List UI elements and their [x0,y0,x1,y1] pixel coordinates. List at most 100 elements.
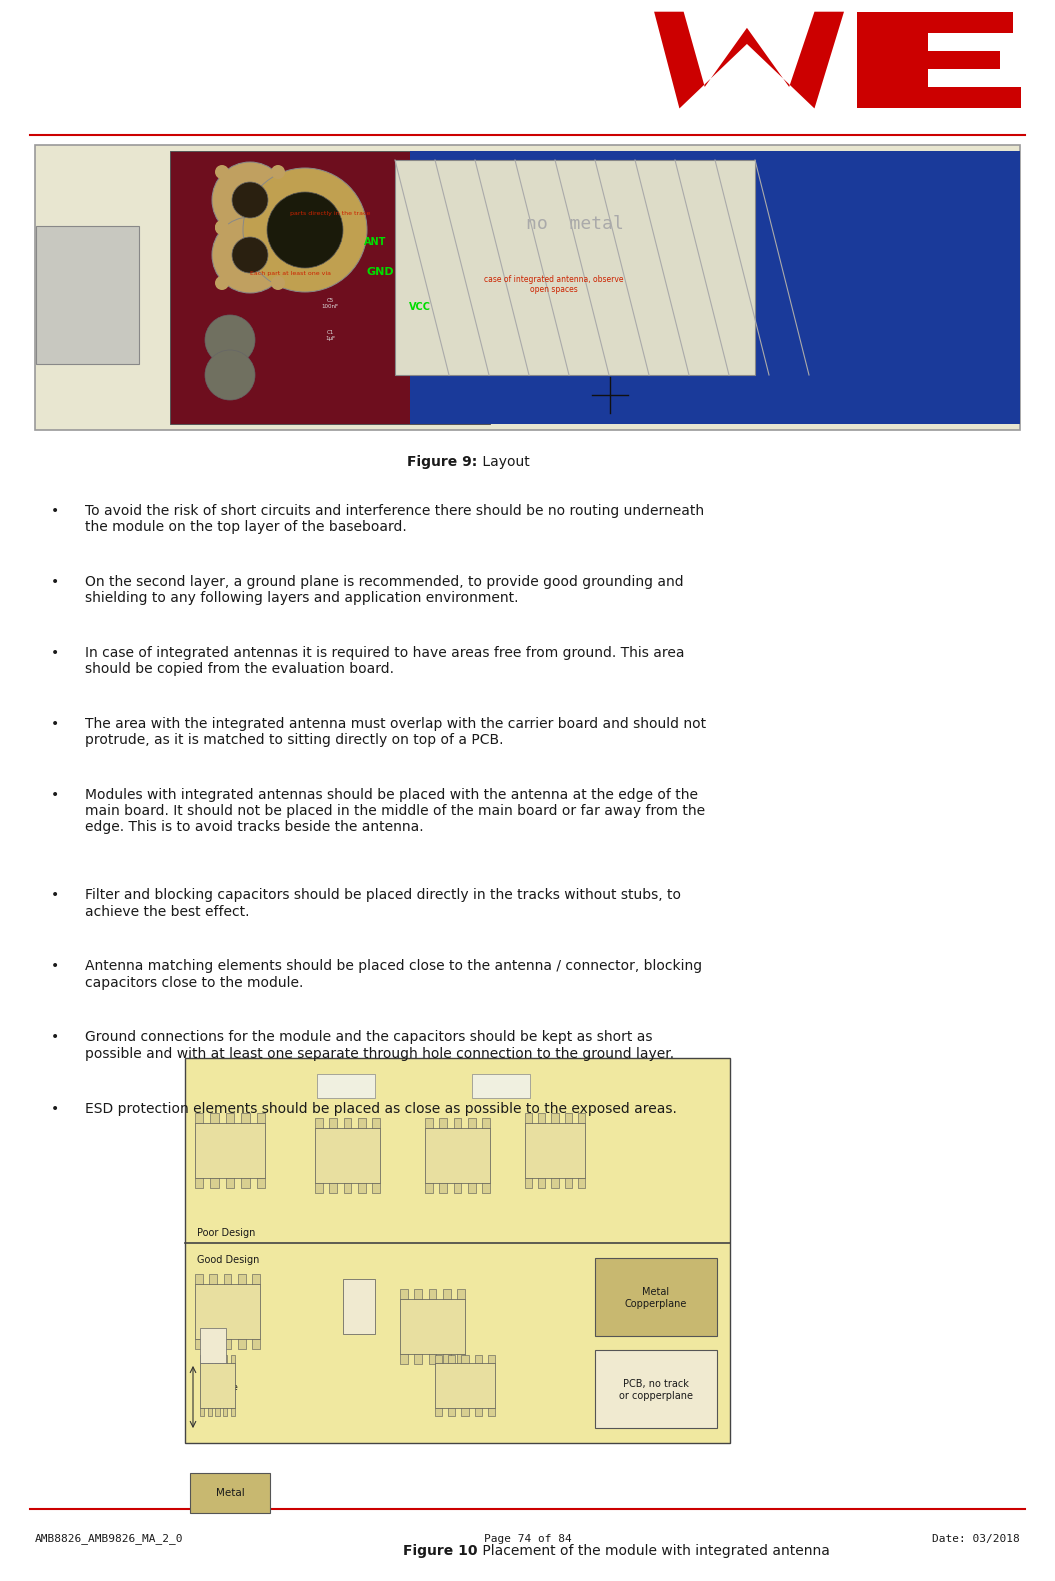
Bar [210,1113,218,1123]
Bar [200,1409,205,1417]
Bar [329,1183,338,1192]
Bar [525,1123,586,1178]
Bar [454,1118,461,1127]
Bar [316,1073,375,1097]
Bar [358,1183,366,1192]
Bar [315,1118,323,1127]
Bar [487,1409,495,1417]
Text: C1
1µF: C1 1µF [325,330,335,341]
Bar [358,1118,366,1127]
Bar [482,1118,490,1127]
Bar [425,1118,433,1127]
Bar [400,1289,408,1300]
Text: case of integrated antenna, observe
open spaces: case of integrated antenna, observe open… [483,275,624,294]
Text: C5
100nF: C5 100nF [322,299,339,308]
Bar [224,1339,231,1349]
Bar [195,1339,203,1349]
Bar [439,1118,447,1127]
Bar [343,1279,375,1334]
Bar [457,1289,465,1300]
Bar [435,1355,442,1363]
Circle shape [232,237,268,274]
Bar [242,1113,250,1123]
Bar [224,1274,231,1284]
Circle shape [205,349,255,400]
Text: Figure 9:: Figure 9: [407,455,478,470]
Circle shape [215,221,229,236]
Bar [595,1258,717,1336]
Bar [538,1178,545,1187]
Bar [215,1409,219,1417]
Circle shape [271,220,285,234]
Bar [223,1409,227,1417]
Text: ESD protection elements should be placed as close as possible to the exposed are: ESD protection elements should be placed… [85,1102,677,1116]
Circle shape [212,217,288,292]
Bar [200,1355,205,1363]
Bar [226,1178,234,1187]
Bar [195,1113,204,1123]
Bar [208,1409,212,1417]
Bar [439,1183,447,1192]
Text: Page 74 of 84: Page 74 of 84 [483,1534,572,1545]
Text: •: • [51,718,59,730]
Text: •: • [51,1102,59,1116]
Circle shape [271,164,285,179]
Bar [468,1118,476,1127]
Circle shape [215,277,229,289]
Bar [400,1300,465,1353]
Bar [329,1118,338,1127]
Bar [538,1113,545,1123]
Text: On the second layer, a ground plane is recommended, to provide good grounding an: On the second layer, a ground plane is r… [85,575,684,606]
Bar [195,1274,203,1284]
Text: Placement of the module with integrated antenna: Placement of the module with integrated … [478,1545,829,1557]
Bar [400,1353,408,1364]
Polygon shape [857,11,1021,109]
Bar [425,1183,433,1192]
Bar [252,1339,260,1349]
Bar [195,1178,204,1187]
Bar [35,145,1020,430]
Bar [595,1350,717,1428]
Text: Filter and blocking capacitors should be placed directly in the tracks without s: Filter and blocking capacitors should be… [85,889,680,919]
Bar [344,1183,351,1192]
Text: ANT: ANT [364,237,386,247]
Bar [428,1289,437,1300]
Bar [231,1409,235,1417]
Bar [372,1118,380,1127]
Bar [223,1355,227,1363]
Bar [210,1178,218,1187]
Bar [552,1113,558,1123]
Text: •: • [51,504,59,519]
Bar [226,1113,234,1123]
Text: no  metal: no metal [526,215,624,234]
Bar [482,1183,490,1192]
Text: •: • [51,960,59,974]
Bar [461,1409,468,1417]
Bar [256,1178,265,1187]
Text: •: • [51,889,59,903]
Text: Good Design: Good Design [197,1255,260,1265]
Bar [200,1363,235,1409]
Bar [428,1353,437,1364]
Text: Layout: Layout [478,455,530,470]
Circle shape [232,182,268,218]
Bar [564,1113,572,1123]
Text: parts directly in the trace: parts directly in the trace [290,210,370,217]
Bar [237,1339,246,1349]
Bar [552,1178,558,1187]
Bar [472,1073,530,1097]
Bar [578,1178,586,1187]
Circle shape [205,315,255,365]
Bar [425,1127,490,1183]
Bar [475,1355,482,1363]
Circle shape [271,277,285,289]
Text: PCB, no track
or copperplane: PCB, no track or copperplane [619,1379,693,1401]
Bar [525,1113,532,1123]
Bar [457,1353,465,1364]
Bar [200,1328,226,1363]
Text: •: • [51,647,59,659]
Text: Modules with integrated antennas should be placed with the antenna at the edge o: Modules with integrated antennas should … [85,787,705,835]
Bar [195,1284,260,1339]
Bar [468,1183,476,1192]
Text: GND: GND [366,267,394,277]
